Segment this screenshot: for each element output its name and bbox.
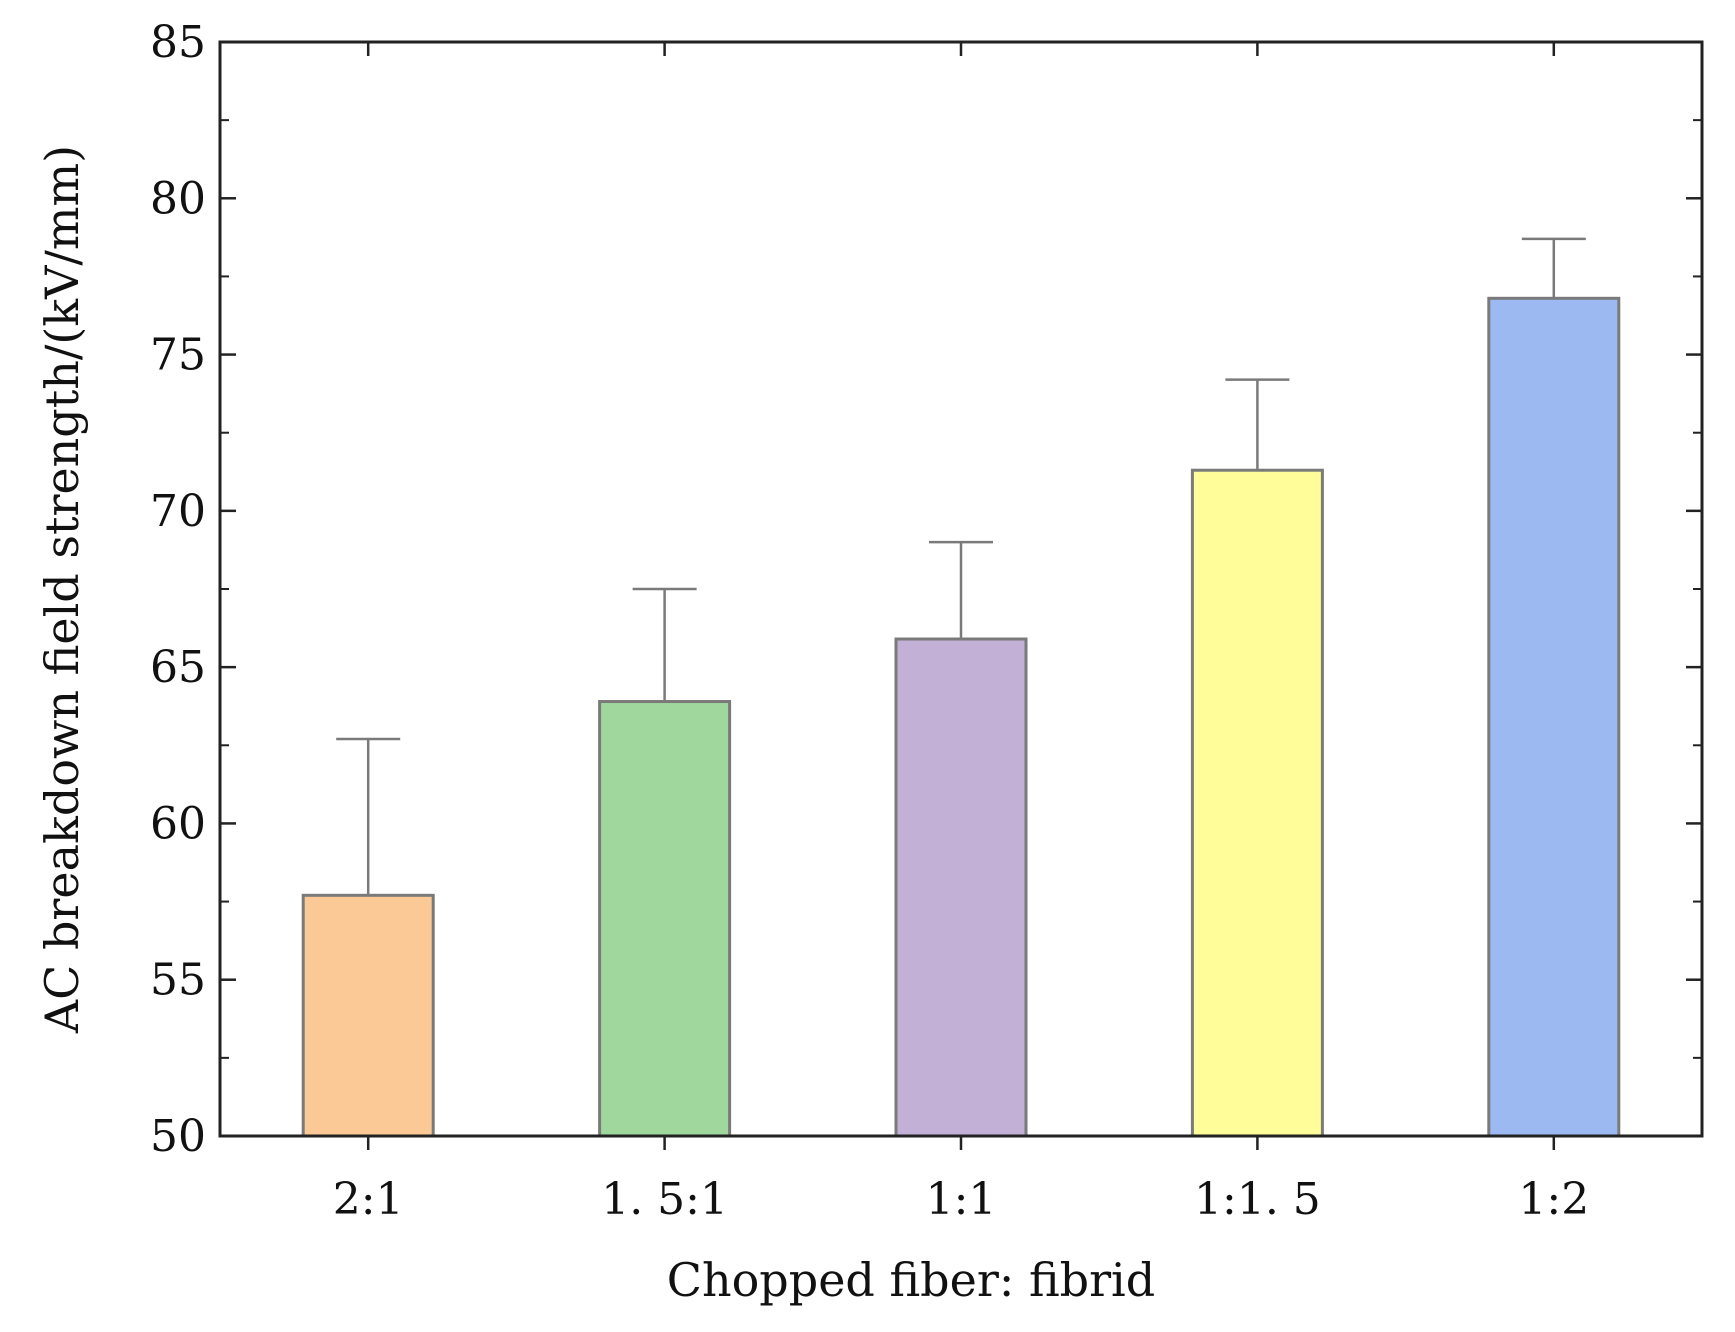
- bar-4: [1190, 468, 1324, 1138]
- y-tick-label: 80: [150, 173, 206, 224]
- y-axis-title: AC breakdown field strength/(kV/mm): [35, 145, 89, 1034]
- bar-2: [598, 700, 732, 1138]
- x-tick-label: 1:1: [926, 1174, 997, 1225]
- y-tick-label: 55: [150, 955, 206, 1006]
- y-tick-label: 75: [150, 330, 206, 381]
- x-ticks-layer: 2:1 1. 5:1 1:1 1:1. 5 1:2: [333, 42, 1589, 1225]
- y-tick-label: 85: [150, 17, 206, 68]
- bars-layer: [301, 296, 1621, 1138]
- x-tick-label: 1. 5:1: [601, 1174, 728, 1225]
- y-tick-label: 60: [150, 798, 206, 849]
- x-tick-label: 2:1: [333, 1174, 404, 1225]
- y-tick-label: 70: [150, 486, 206, 537]
- x-tick-label: 1:2: [1518, 1174, 1589, 1225]
- error-bars-layer: [336, 237, 1586, 896]
- y-tick-label: 65: [150, 642, 206, 693]
- x-tick-label: 1:1. 5: [1194, 1174, 1321, 1225]
- bar-1: [301, 893, 435, 1138]
- y-ticks-layer: 50 55 60 65 70 75 80 85: [150, 17, 1702, 1162]
- y-tick-label: 50: [150, 1111, 206, 1162]
- bar-3: [894, 637, 1028, 1138]
- x-axis-title: Chopped fiber: fibrid: [667, 1253, 1155, 1307]
- bar-5: [1487, 296, 1621, 1138]
